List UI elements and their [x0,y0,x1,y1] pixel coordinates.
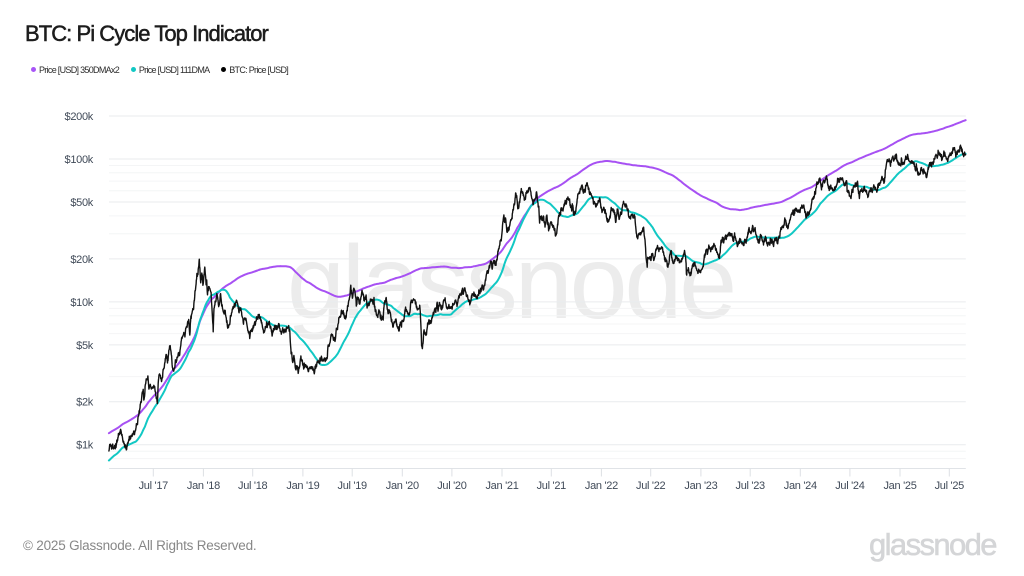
svg-text:$20k: $20k [70,254,93,266]
svg-text:Jul '21: Jul '21 [537,480,567,492]
svg-text:Jan '24: Jan '24 [784,480,817,492]
svg-text:Jul '17: Jul '17 [139,480,169,492]
svg-text:Jul '20: Jul '20 [437,480,467,492]
svg-text:Jan '19: Jan '19 [286,480,319,492]
svg-text:Jan '20: Jan '20 [386,480,419,492]
svg-text:Jul '25: Jul '25 [935,480,965,492]
svg-text:$200k: $200k [65,111,94,123]
svg-text:Jul '19: Jul '19 [338,480,368,492]
svg-text:Jan '23: Jan '23 [684,480,717,492]
svg-text:Jul '22: Jul '22 [636,480,666,492]
svg-text:Jul '23: Jul '23 [736,480,766,492]
svg-text:Jan '25: Jan '25 [883,480,916,492]
svg-text:Jan '18: Jan '18 [187,480,220,492]
svg-text:Jan '22: Jan '22 [585,480,618,492]
svg-text:$2k: $2k [76,397,94,409]
svg-text:Jul '24: Jul '24 [835,480,865,492]
svg-text:$5k: $5k [76,340,94,352]
svg-text:Jan '21: Jan '21 [485,480,518,492]
svg-text:$50k: $50k [70,197,93,209]
svg-text:Jul '18: Jul '18 [238,480,268,492]
svg-text:$1k: $1k [76,440,94,452]
svg-text:$100k: $100k [65,154,94,166]
svg-text:$10k: $10k [70,297,93,309]
